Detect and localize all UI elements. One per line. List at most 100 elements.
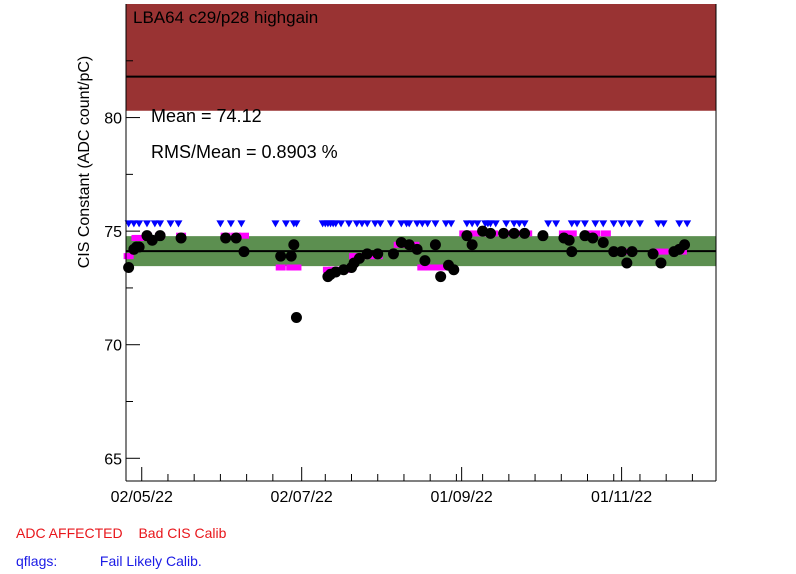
fail-likely-marker bbox=[635, 220, 644, 228]
fail-likely-marker bbox=[431, 220, 440, 228]
fail-likely-marker bbox=[515, 220, 524, 228]
data-point bbox=[435, 271, 447, 283]
data-point bbox=[616, 246, 628, 258]
fail-likely-marker bbox=[135, 220, 144, 228]
data-point bbox=[448, 264, 460, 276]
data-point bbox=[519, 227, 531, 239]
fail-likely-marker bbox=[423, 220, 432, 228]
y-tick-label: 80 bbox=[104, 111, 122, 128]
fail-likely-marker bbox=[271, 220, 280, 228]
legend-adc-affected: ADC AFFECTED bbox=[16, 525, 123, 541]
data-point bbox=[275, 250, 287, 262]
fail-likely-marker bbox=[156, 220, 165, 228]
fail-likely-marker bbox=[683, 220, 692, 228]
data-point bbox=[484, 227, 496, 239]
fail-likely-marker bbox=[397, 220, 406, 228]
data-point bbox=[123, 261, 135, 273]
data-point bbox=[290, 311, 302, 323]
fail-likely-marker bbox=[609, 220, 618, 228]
legend-adc-row: ADC AFFECTED Bad CIS Calib bbox=[16, 525, 238, 541]
bad-cis-marker bbox=[425, 264, 436, 271]
data-point bbox=[626, 246, 638, 258]
adc-affected-band bbox=[126, 4, 716, 111]
fail-likely-marker bbox=[567, 220, 576, 228]
fail-likely-marker bbox=[599, 220, 608, 228]
y-tick-label: 70 bbox=[104, 338, 122, 355]
fail-likely-marker bbox=[544, 220, 553, 228]
x-tick-label: 01/09/22 bbox=[431, 489, 493, 506]
bad-cis-marker bbox=[469, 230, 480, 237]
rms-annotation: RMS/Mean = 0.8903 % bbox=[151, 142, 338, 162]
chart-title: LBA64 c29/p28 highgain bbox=[133, 8, 318, 27]
fail-likely-marker bbox=[166, 220, 175, 228]
fail-likely-marker bbox=[281, 220, 290, 228]
fail-likely-marker bbox=[237, 220, 246, 228]
bad-cis-marker bbox=[566, 230, 577, 237]
data-point bbox=[285, 250, 297, 262]
fail-likely-marker bbox=[331, 220, 340, 228]
plot-marks bbox=[123, 220, 692, 323]
data-point bbox=[372, 248, 384, 260]
y-tick-label: 65 bbox=[104, 451, 122, 468]
fail-likely-marker bbox=[654, 220, 663, 228]
bad-cis-marker bbox=[123, 253, 134, 260]
fail-likely-marker bbox=[441, 220, 450, 228]
fail-likely-marker bbox=[386, 220, 395, 228]
bad-cis-marker bbox=[658, 248, 669, 255]
bad-cis-marker bbox=[239, 232, 249, 239]
bad-cis-marker bbox=[600, 230, 611, 237]
data-point bbox=[133, 241, 145, 253]
fail-likely-marker bbox=[617, 220, 626, 228]
plot-background bbox=[126, 4, 716, 267]
fail-likely-marker bbox=[142, 220, 151, 228]
bad-cis-marker bbox=[134, 234, 145, 241]
fail-likely-marker bbox=[337, 220, 346, 228]
plot-axes: 65 70 75 80 02/05/22 02/07/22 01/09/22 01/11/22 bbox=[104, 4, 717, 506]
data-point bbox=[655, 257, 667, 269]
data-point bbox=[411, 243, 423, 255]
data-point bbox=[621, 257, 633, 269]
bad-cis-marker bbox=[349, 253, 360, 260]
fail-likely-marker bbox=[352, 220, 361, 228]
bad-cis-marker bbox=[286, 264, 297, 271]
data-point bbox=[647, 248, 659, 260]
fail-likely-marker bbox=[462, 220, 471, 228]
data-point bbox=[508, 227, 520, 239]
data-point bbox=[461, 230, 473, 242]
x-tick-label: 02/07/22 bbox=[271, 489, 333, 506]
data-point bbox=[608, 246, 620, 258]
bad-cis-marker bbox=[275, 264, 286, 271]
x-tick-label: 01/11/22 bbox=[591, 489, 652, 506]
fail-likely-marker bbox=[552, 220, 561, 228]
data-point bbox=[175, 232, 187, 244]
data-point bbox=[466, 239, 478, 251]
fail-likely-marker bbox=[468, 220, 477, 228]
data-point bbox=[288, 239, 300, 251]
fail-likely-marker bbox=[659, 220, 668, 228]
fail-likely-marker bbox=[174, 220, 183, 228]
fail-likely-marker bbox=[363, 220, 372, 228]
legend-qflags-row: qflags: Fail Likely Calib. bbox=[16, 553, 202, 569]
fail-likely-marker bbox=[502, 220, 511, 228]
fail-likely-marker bbox=[376, 220, 385, 228]
bad-cis-marker bbox=[433, 264, 444, 271]
data-point bbox=[587, 232, 599, 244]
fail-likely-marker bbox=[591, 220, 600, 228]
y-axis-label: CIS Constant (ADC count/pC) bbox=[76, 56, 93, 269]
fail-likely-marker bbox=[675, 220, 684, 228]
legend-bad-cis: Bad CIS Calib bbox=[138, 525, 227, 541]
data-point bbox=[387, 248, 399, 260]
data-point bbox=[563, 234, 575, 246]
legend-fail-likely: Fail Likely Calib. bbox=[99, 553, 202, 569]
data-point bbox=[498, 227, 510, 239]
data-point bbox=[361, 248, 373, 260]
data-point bbox=[429, 239, 441, 251]
fail-likely-marker bbox=[473, 220, 482, 228]
fail-likely-marker bbox=[520, 220, 529, 228]
data-point bbox=[154, 230, 166, 242]
fail-likely-marker bbox=[216, 220, 225, 228]
fail-likely-marker bbox=[344, 220, 353, 228]
data-point bbox=[537, 230, 549, 242]
data-point bbox=[230, 232, 242, 244]
